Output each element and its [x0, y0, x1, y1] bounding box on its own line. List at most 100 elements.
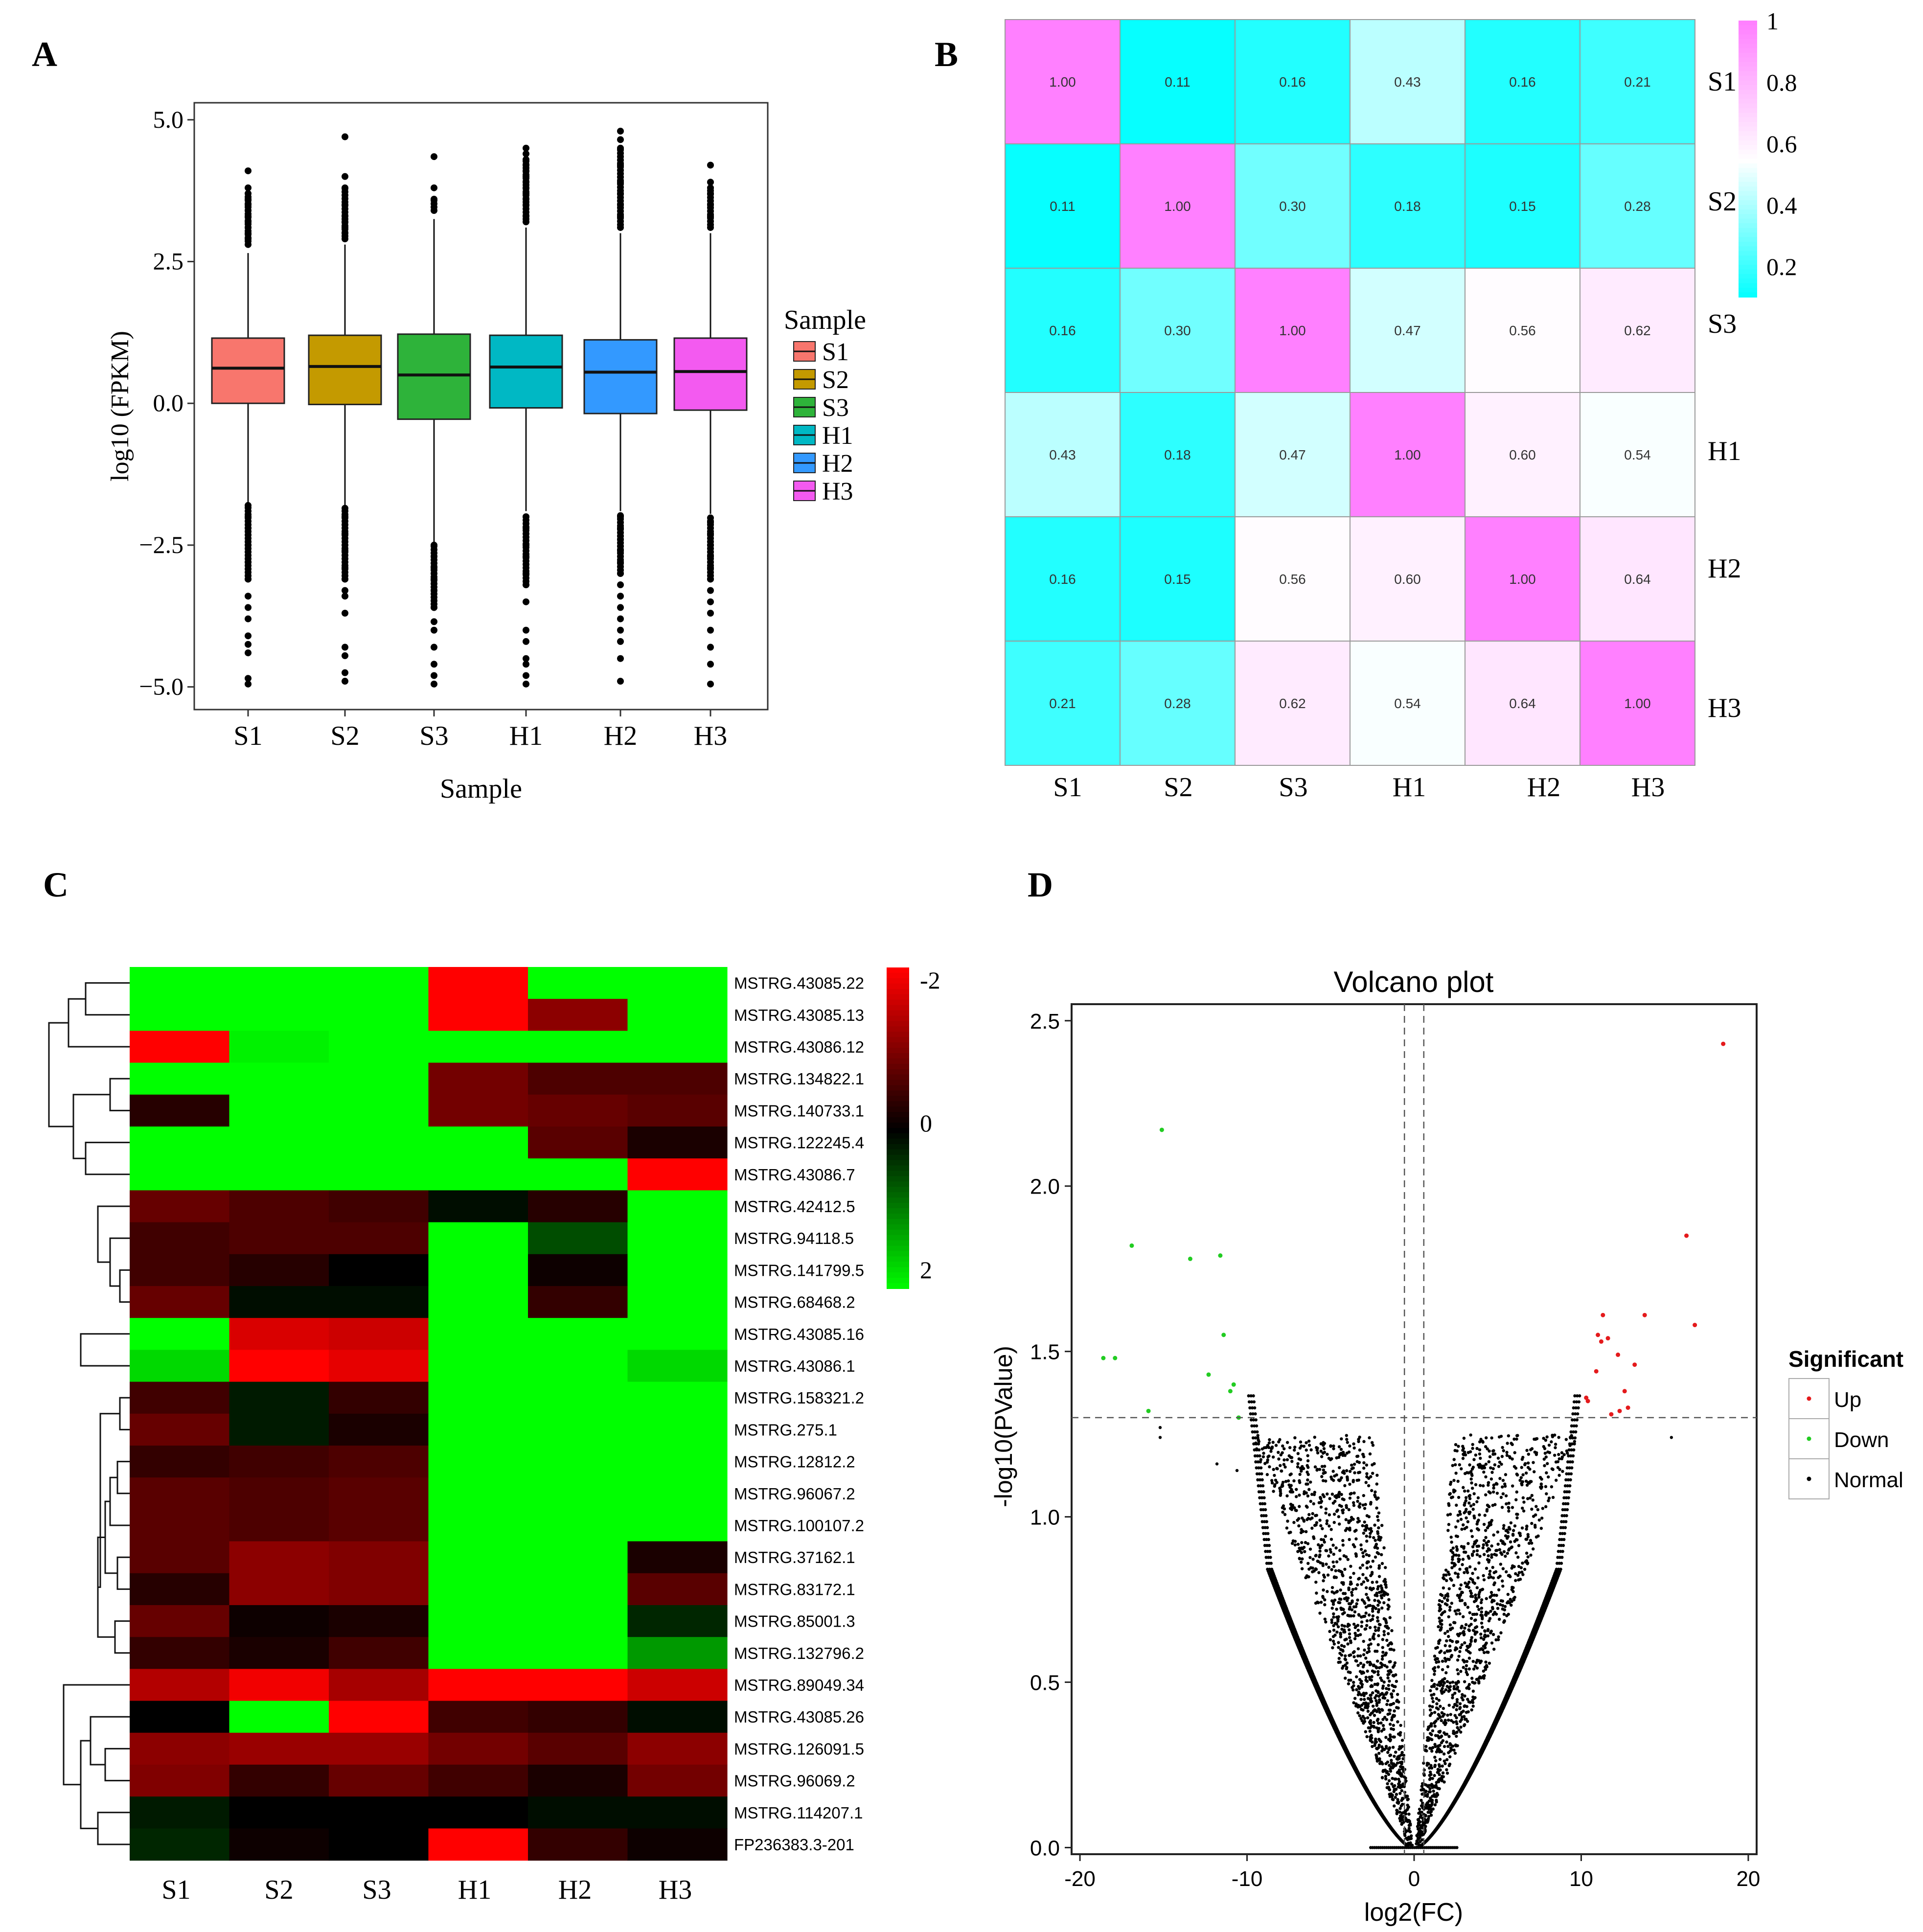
panel-d-normal-point	[1437, 1699, 1441, 1702]
panel-d-normal-point	[1375, 1659, 1379, 1663]
panel-d-normal-point	[1260, 1514, 1263, 1518]
panel-d-normal-point	[1559, 1543, 1563, 1547]
panel-d-normal-point	[1350, 1608, 1354, 1611]
panel-d-normal-point	[1357, 1613, 1361, 1616]
panel-d-normal-point	[1267, 1441, 1271, 1445]
panel-d-normal-point	[1305, 1441, 1308, 1445]
panel-d-normal-point	[1501, 1478, 1505, 1482]
panel-d-normal-point	[1467, 1581, 1471, 1584]
panel-d-normal-point	[1485, 1436, 1488, 1440]
panel-d-normal-point	[1441, 1764, 1444, 1768]
panel-d-normal-point	[1487, 1460, 1490, 1464]
panel-d-normal-point	[1425, 1761, 1429, 1765]
panel-c-row-label: MSTRG.96067.2	[734, 1485, 855, 1503]
panel-d-normal-point	[1475, 1500, 1479, 1503]
panel-d-normal-point	[1282, 1463, 1286, 1466]
panel-d-normal-point	[1266, 1532, 1270, 1535]
panel-d-normal-point	[1531, 1498, 1534, 1502]
panel-d-normal-point	[1378, 1757, 1381, 1761]
panel-d-normal-point	[1530, 1494, 1534, 1497]
panel-d-x-tick-label: 10	[1569, 1867, 1593, 1891]
panel-d-normal-point	[1262, 1496, 1266, 1499]
panel-a-y-tick-label: −5.0	[139, 673, 183, 700]
panel-d-normal-point	[1373, 1523, 1376, 1527]
panel-d-normal-point	[1469, 1477, 1473, 1481]
panel-b-color-scale: 10.80.60.40.2	[1739, 7, 1797, 298]
panel-d-normal-point	[1444, 1568, 1448, 1572]
panel-d-normal-point	[1339, 1451, 1343, 1455]
panel-d-normal-point	[1343, 1453, 1347, 1457]
panel-d-normal-point	[1348, 1654, 1351, 1657]
panel-c-cell	[130, 967, 230, 999]
panel-d-normal-point	[1456, 1575, 1460, 1579]
panel-d-normal-point	[1393, 1754, 1396, 1758]
panel-b-cell	[1235, 143, 1351, 269]
panel-d-normal-point	[1491, 1565, 1494, 1569]
panel-d-normal-point	[1545, 1492, 1548, 1495]
panel-d-normal-point	[1356, 1520, 1360, 1524]
panel-d-normal-point	[1400, 1789, 1403, 1793]
panel-b-cell	[1005, 19, 1121, 144]
panel-d-normal-point	[1459, 1518, 1463, 1521]
panel-d-normal-point	[1447, 1657, 1451, 1661]
panel-b-row-label: H1	[1708, 436, 1741, 466]
panel-d-normal-point	[1256, 1434, 1259, 1437]
panel-d-normal-point	[1448, 1644, 1452, 1648]
panel-d-normal-point	[1306, 1517, 1310, 1520]
panel-b-scale-segment	[1739, 218, 1757, 224]
panel-d-normal-point	[1568, 1444, 1572, 1447]
panel-d-normal-point	[1504, 1529, 1508, 1533]
panel-d-normal-point	[1517, 1564, 1521, 1568]
panel-d-normal-point	[1445, 1684, 1449, 1688]
panel-d-normal-point	[1396, 1732, 1400, 1736]
panel-d-normal-point	[1292, 1479, 1296, 1483]
panel-d-normal-point	[1456, 1519, 1460, 1523]
panel-d-normal-point	[1472, 1514, 1476, 1518]
panel-c-cell	[428, 1127, 528, 1159]
panel-d-normal-point	[1447, 1587, 1451, 1590]
panel-d-normal-point	[1469, 1577, 1472, 1581]
panel-d-normal-point	[1352, 1614, 1355, 1618]
panel-d-normal-point	[1515, 1437, 1518, 1441]
panel-d-normal-point	[1332, 1564, 1336, 1568]
panel-d-normal-point	[1565, 1514, 1568, 1518]
panel-c-scale-segment	[887, 1278, 909, 1284]
panel-d-normal-point	[1366, 1706, 1369, 1710]
panel-d-normal-point	[1472, 1492, 1476, 1495]
panel-d-normal-point	[1447, 1751, 1450, 1754]
panel-d-normal-point	[1469, 1433, 1472, 1437]
panel-d-normal-point	[1320, 1538, 1323, 1541]
panel-d-normal-point	[1427, 1726, 1431, 1729]
panel-d-normal-point	[1378, 1623, 1382, 1627]
panel-d-normal-point	[1458, 1650, 1462, 1654]
panel-c-scale-segment	[887, 1069, 909, 1075]
panel-d-normal-point	[1379, 1721, 1383, 1725]
panel-d-normal-point	[1497, 1465, 1501, 1468]
panel-d-normal-point	[1365, 1534, 1368, 1538]
panel-d-normal-point	[1571, 1418, 1574, 1422]
panel-d-normal-point	[1490, 1556, 1493, 1559]
panel-d-normal-point	[1365, 1679, 1369, 1683]
panel-d-normal-point	[1358, 1714, 1361, 1718]
panel-c-cell	[329, 1701, 429, 1733]
panel-d-normal-point	[1478, 1463, 1482, 1466]
panel-d-normal-point	[1322, 1472, 1325, 1475]
panel-d-normal-point	[1399, 1814, 1402, 1817]
panel-c-dendrogram-branch	[109, 1078, 130, 1111]
panel-d-normal-point	[1360, 1625, 1363, 1628]
panel-d-normal-point	[1379, 1740, 1383, 1744]
panel-d-normal-point	[1564, 1478, 1568, 1482]
panel-d-normal-point	[1433, 1755, 1437, 1759]
panel-d-normal-point	[1331, 1639, 1335, 1643]
panel-d-normal-point	[1489, 1630, 1493, 1633]
panel-c-scale-segment	[887, 1213, 909, 1219]
panel-c-cell	[528, 1318, 628, 1350]
panel-d-normal-point	[1323, 1603, 1327, 1607]
panel-d-normal-point	[1428, 1714, 1432, 1717]
panel-d-normal-point	[1464, 1496, 1468, 1499]
panel-d-normal-point	[1335, 1560, 1339, 1564]
panel-d-normal-point	[1469, 1470, 1473, 1473]
panel-d-normal-point	[1342, 1469, 1346, 1473]
panel-d-normal-point	[1376, 1722, 1380, 1725]
panel-d-normal-point	[1320, 1543, 1324, 1547]
